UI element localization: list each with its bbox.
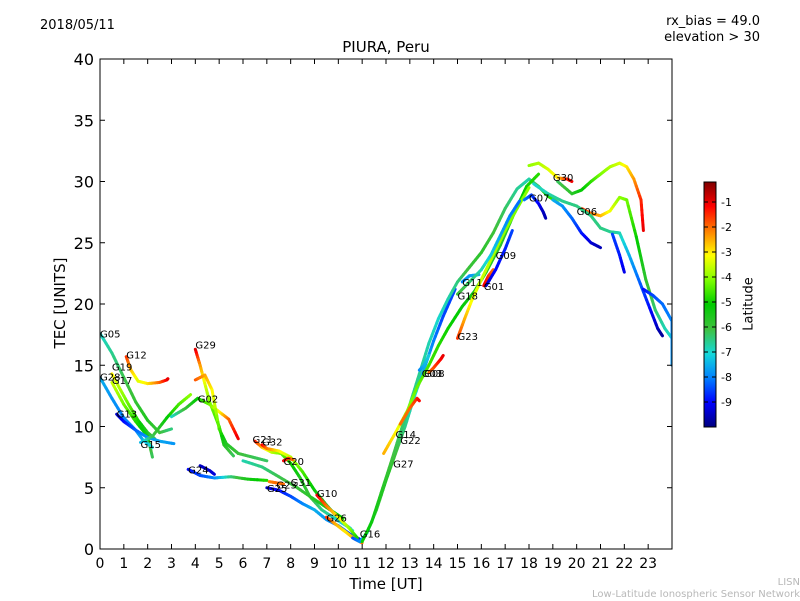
y-axis-ticks: 0 5 10 15 20 25 30 35 40 <box>74 50 672 559</box>
x-tick-label: 15 <box>449 556 467 572</box>
trace-segment <box>662 335 663 336</box>
x-tick-label: 23 <box>639 556 657 572</box>
x-tick-label: 18 <box>520 556 538 572</box>
x-tick-label: 11 <box>353 556 371 572</box>
satellite-label: G09 <box>496 251 516 262</box>
colorbar-tick-label: -3 <box>721 246 732 259</box>
colorbar-tick-label: -1 <box>721 196 732 209</box>
x-tick-label: 7 <box>262 556 271 572</box>
satellite-label: G11 <box>462 278 482 289</box>
trace-segment <box>356 537 357 538</box>
satellite-label: G08 <box>424 369 444 380</box>
trace-g06b <box>581 197 672 338</box>
colorbar-tick-label: -4 <box>721 271 732 284</box>
satellite-label: G13 <box>117 409 137 420</box>
x-tick-label: 1 <box>119 556 128 572</box>
trace-segment <box>170 429 172 430</box>
colorbar-gradient <box>704 182 716 427</box>
trace-segment <box>189 395 191 397</box>
x-tick-label: 9 <box>310 556 319 572</box>
colorbar-tick-label: -2 <box>721 221 732 234</box>
satellite-label: G15 <box>141 440 161 451</box>
x-tick-label: 21 <box>592 556 610 572</box>
y-tick-label: 30 <box>74 173 94 192</box>
satellite-label: G12 <box>126 350 146 361</box>
traces-layer <box>100 163 672 543</box>
x-tick-label: 13 <box>401 556 419 572</box>
trace-segment <box>599 247 601 248</box>
colorbar-tick-label: -7 <box>721 346 732 359</box>
trace-g27 <box>362 179 557 542</box>
trace-segment <box>492 270 493 271</box>
satellite-label: G18 <box>458 292 478 303</box>
satellite-label: G25 <box>267 484 287 495</box>
satellite-label: G07 <box>529 194 549 205</box>
x-tick-label: 16 <box>472 556 490 572</box>
x-tick-label: 14 <box>425 556 443 572</box>
trace-segment <box>214 474 215 475</box>
y-tick-label: 15 <box>74 356 94 375</box>
y-tick-label: 20 <box>74 295 94 314</box>
satellite-label: G32 <box>262 437 282 448</box>
satellite-label: G01 <box>484 282 504 293</box>
satellite-label: G10 <box>317 489 337 500</box>
satellite-label: G24 <box>188 466 208 477</box>
colorbar-tick-label: -5 <box>721 296 732 309</box>
satellite-label: G02 <box>198 395 218 406</box>
trace-segment <box>428 355 429 357</box>
trace-segment <box>518 201 520 203</box>
satellite-label: G20 <box>284 457 304 468</box>
trace-segment <box>511 231 512 234</box>
satellite-labels-layer: G05G12G19G17G28G13G15G29G02G24G21G32G20G… <box>100 173 597 540</box>
y-tick-label: 5 <box>84 479 94 498</box>
satellite-label: G26 <box>326 513 346 524</box>
trace-segment <box>232 454 234 456</box>
x-tick-label: 2 <box>143 556 152 572</box>
trace-segment <box>527 188 529 191</box>
satellite-label: G22 <box>400 436 420 447</box>
trace-segment <box>624 269 625 272</box>
x-tick-label: 6 <box>239 556 248 572</box>
x-tick-label: 22 <box>615 556 633 572</box>
satellite-label: G27 <box>393 459 413 470</box>
x-tick-label: 19 <box>544 556 562 572</box>
satellite-label: G05 <box>100 330 120 341</box>
trace-g23 <box>458 188 530 339</box>
y-tick-label: 35 <box>74 111 94 130</box>
colorbar: -9 -8 -7 -6 -5 -4 -3 -2 -1 <box>704 182 732 427</box>
x-tick-label: 5 <box>215 556 224 572</box>
x-tick-label: 4 <box>191 556 200 572</box>
satellite-label: G23 <box>458 332 478 343</box>
trace-segment <box>264 460 266 461</box>
x-tick-label: 17 <box>496 556 514 572</box>
x-tick-label: 20 <box>568 556 586 572</box>
colorbar-tick-label: -9 <box>721 396 732 409</box>
x-tick-label: 8 <box>286 556 295 572</box>
satellite-label: G16 <box>360 529 380 540</box>
trace-segment <box>237 435 239 438</box>
satellite-label: G28 <box>100 373 120 384</box>
x-tick-label: 3 <box>167 556 176 572</box>
trace-segment <box>152 454 153 457</box>
trace-g07b <box>534 184 663 336</box>
x-tick-label: 0 <box>96 556 105 572</box>
satellite-label: G29 <box>195 341 215 352</box>
y-tick-label: 40 <box>74 50 94 69</box>
x-tick-label: 12 <box>377 556 395 572</box>
y-tick-label: 25 <box>74 234 94 253</box>
x-tick-label: 10 <box>329 556 347 572</box>
satellite-label: G30 <box>553 173 573 184</box>
satellite-label: G06 <box>577 207 597 218</box>
trace-segment <box>537 174 539 176</box>
y-tick-label: 0 <box>84 540 94 559</box>
colorbar-tick-label: -8 <box>721 371 732 384</box>
colorbar-tick-label: -6 <box>721 321 732 334</box>
y-tick-label: 10 <box>74 418 94 437</box>
